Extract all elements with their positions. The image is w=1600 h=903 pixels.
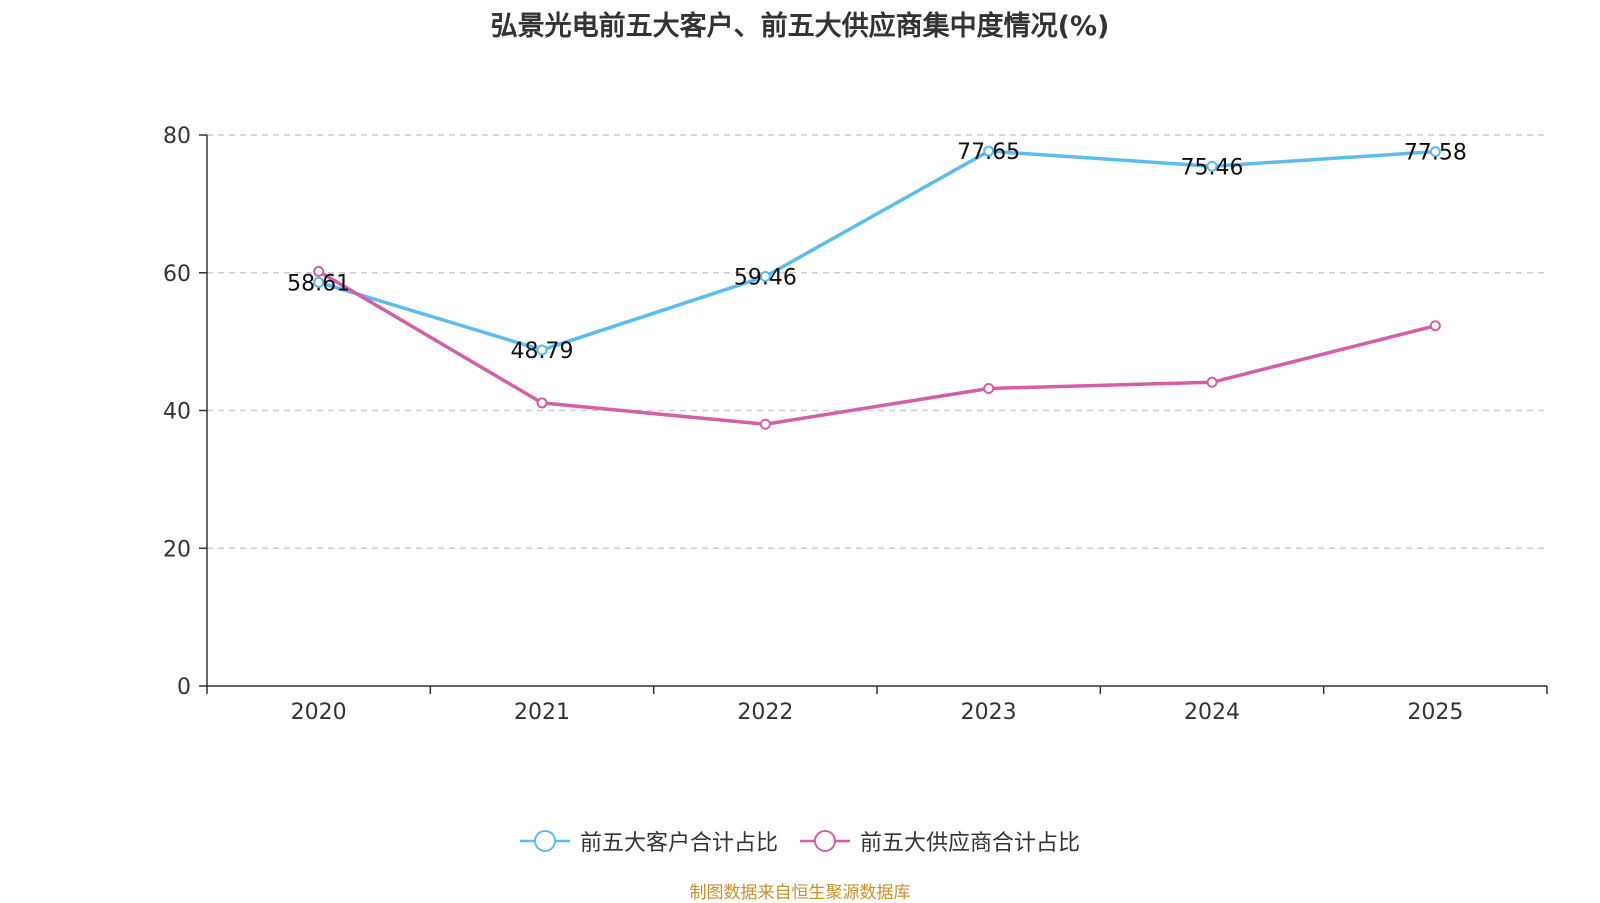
legend-suppliers-icon (800, 830, 850, 852)
series-suppliers (313, 265, 1441, 430)
data-point (1429, 320, 1441, 332)
data-label: 59.46 (734, 265, 797, 290)
data-label: 75.46 (1181, 155, 1244, 180)
legend-suppliers-label: 前五大供应商合计占比 (860, 831, 1081, 856)
data-point (759, 418, 771, 430)
data-point (536, 397, 548, 409)
legend: 前五大客户合计占比 前五大供应商合计占比 (0, 825, 1600, 857)
y-tick-label: 0 (177, 675, 191, 700)
legend-item-customers[interactable]: 前五大客户合计占比 (519, 825, 778, 857)
data-point (983, 145, 995, 157)
source-note: 制图数据来自恒生聚源数据库 (689, 883, 911, 903)
data-point (313, 265, 325, 277)
legend-customers-label: 前五大客户合计占比 (579, 831, 778, 856)
x-tick-label: 2022 (737, 700, 793, 725)
data-point (313, 276, 325, 288)
y-tick-label: 80 (163, 124, 191, 149)
x-tick-label: 2023 (961, 700, 1017, 725)
legend-item-suppliers[interactable]: 前五大供应商合计占比 (800, 825, 1080, 857)
x-tick-label: 2020 (291, 700, 347, 725)
data-label: 77.58 (1404, 141, 1467, 166)
legend-customers-icon (519, 830, 570, 852)
data-label: 48.79 (511, 339, 574, 364)
data-label: 58.61 (287, 271, 350, 296)
y-tick-label: 40 (163, 400, 191, 425)
x-tick-label: 2024 (1184, 700, 1240, 725)
series-customers (313, 145, 1441, 356)
y-tick-label: 20 (163, 537, 191, 562)
data-point (759, 270, 771, 282)
data-point (983, 382, 995, 394)
series-line (316, 269, 1438, 427)
x-tick-label: 2021 (514, 700, 570, 725)
data-point (1206, 160, 1218, 172)
data-label: 77.65 (957, 140, 1020, 165)
data-point (1206, 376, 1218, 388)
x-tick-label: 2025 (1407, 700, 1463, 725)
data-point (536, 344, 548, 356)
data-point (1429, 146, 1441, 158)
series-line (316, 149, 1438, 352)
y-tick-label: 60 (163, 262, 191, 287)
chart-title: 弘景光电前五大客户、前五大供应商集中度情况(%) (490, 11, 1110, 42)
